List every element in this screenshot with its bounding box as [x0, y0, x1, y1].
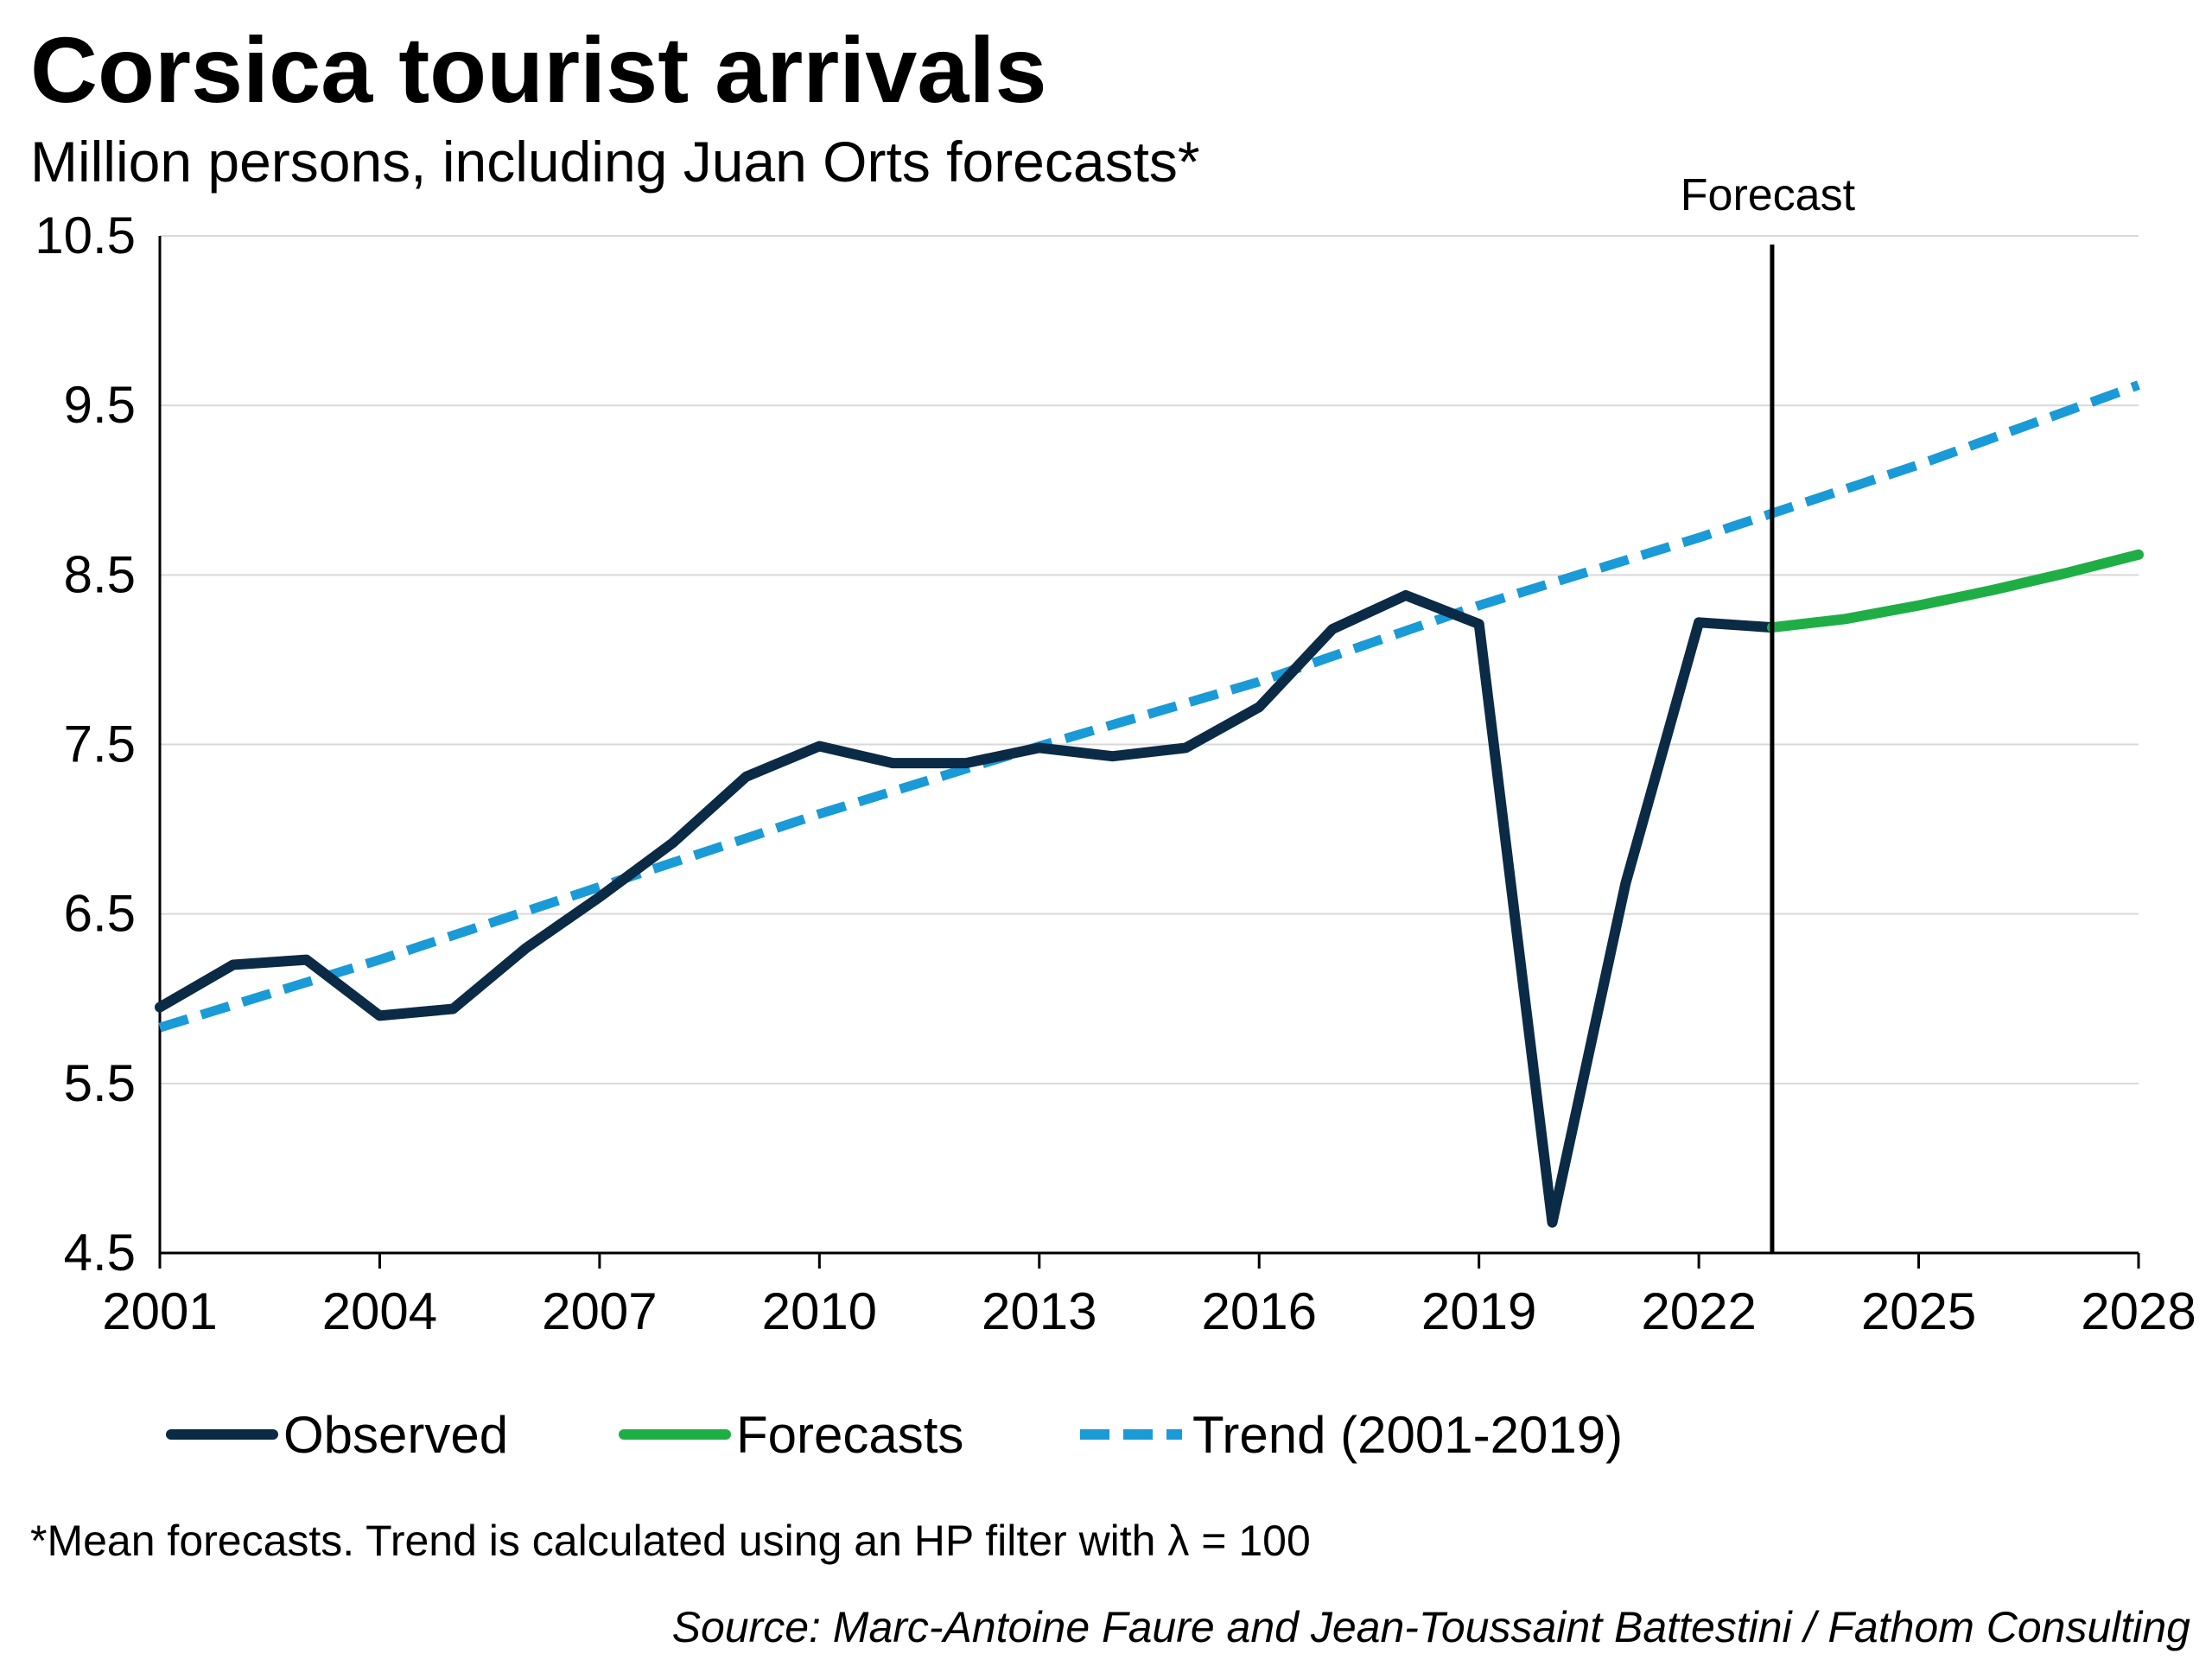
legend-label: Trend (2001-2019) [1192, 1406, 1623, 1464]
x-tick-label: 2007 [542, 1282, 657, 1340]
y-tick-label: 7.5 [64, 716, 136, 773]
x-tick-label: 2025 [1861, 1282, 1976, 1340]
forecast-label: Forecast [1681, 170, 1856, 220]
x-tick-label: 2016 [1201, 1282, 1316, 1340]
x-tick-label: 2001 [102, 1282, 217, 1340]
gridlines [160, 235, 2139, 1084]
source-note: Source: Marc-Antoine Faure and Jean-Tous… [672, 1603, 2191, 1651]
y-tick-label: 8.5 [64, 545, 136, 603]
x-tick-label: 2028 [2081, 1282, 2196, 1340]
x-tick-label: 2022 [1641, 1282, 1756, 1340]
footnote: *Mean forecasts. Trend is calculated usi… [30, 1517, 1311, 1565]
chart-title: Corsica tourist arrivals [30, 17, 1047, 122]
series-line-observed [155, 589, 1777, 1228]
y-tick-label: 9.5 [64, 376, 136, 434]
legend: Observed Forecasts Trend (2001-2019) [166, 1406, 1623, 1464]
series-lines [155, 380, 2144, 1228]
legend-label: Forecasts [736, 1406, 963, 1464]
chart-subtitle: Million persons, including Juan Orts for… [30, 130, 1200, 194]
y-tick-label: 5.5 [64, 1054, 136, 1112]
legend-label: Observed [283, 1406, 508, 1464]
y-tick-label: 10.5 [35, 207, 136, 264]
series-line-trend-2001-2019 [158, 380, 2140, 1033]
y-tick-label: 4.5 [64, 1224, 136, 1282]
y-tick-label: 6.5 [64, 885, 136, 943]
forecast-annotation: Forecast [1681, 170, 1856, 1253]
x-tick-label: 2019 [1421, 1282, 1536, 1340]
x-tick-label: 2004 [322, 1282, 437, 1340]
series-line-forecasts [1766, 549, 2144, 633]
x-tick-label: 2013 [982, 1282, 1096, 1340]
x-tick-label: 2010 [762, 1282, 877, 1340]
